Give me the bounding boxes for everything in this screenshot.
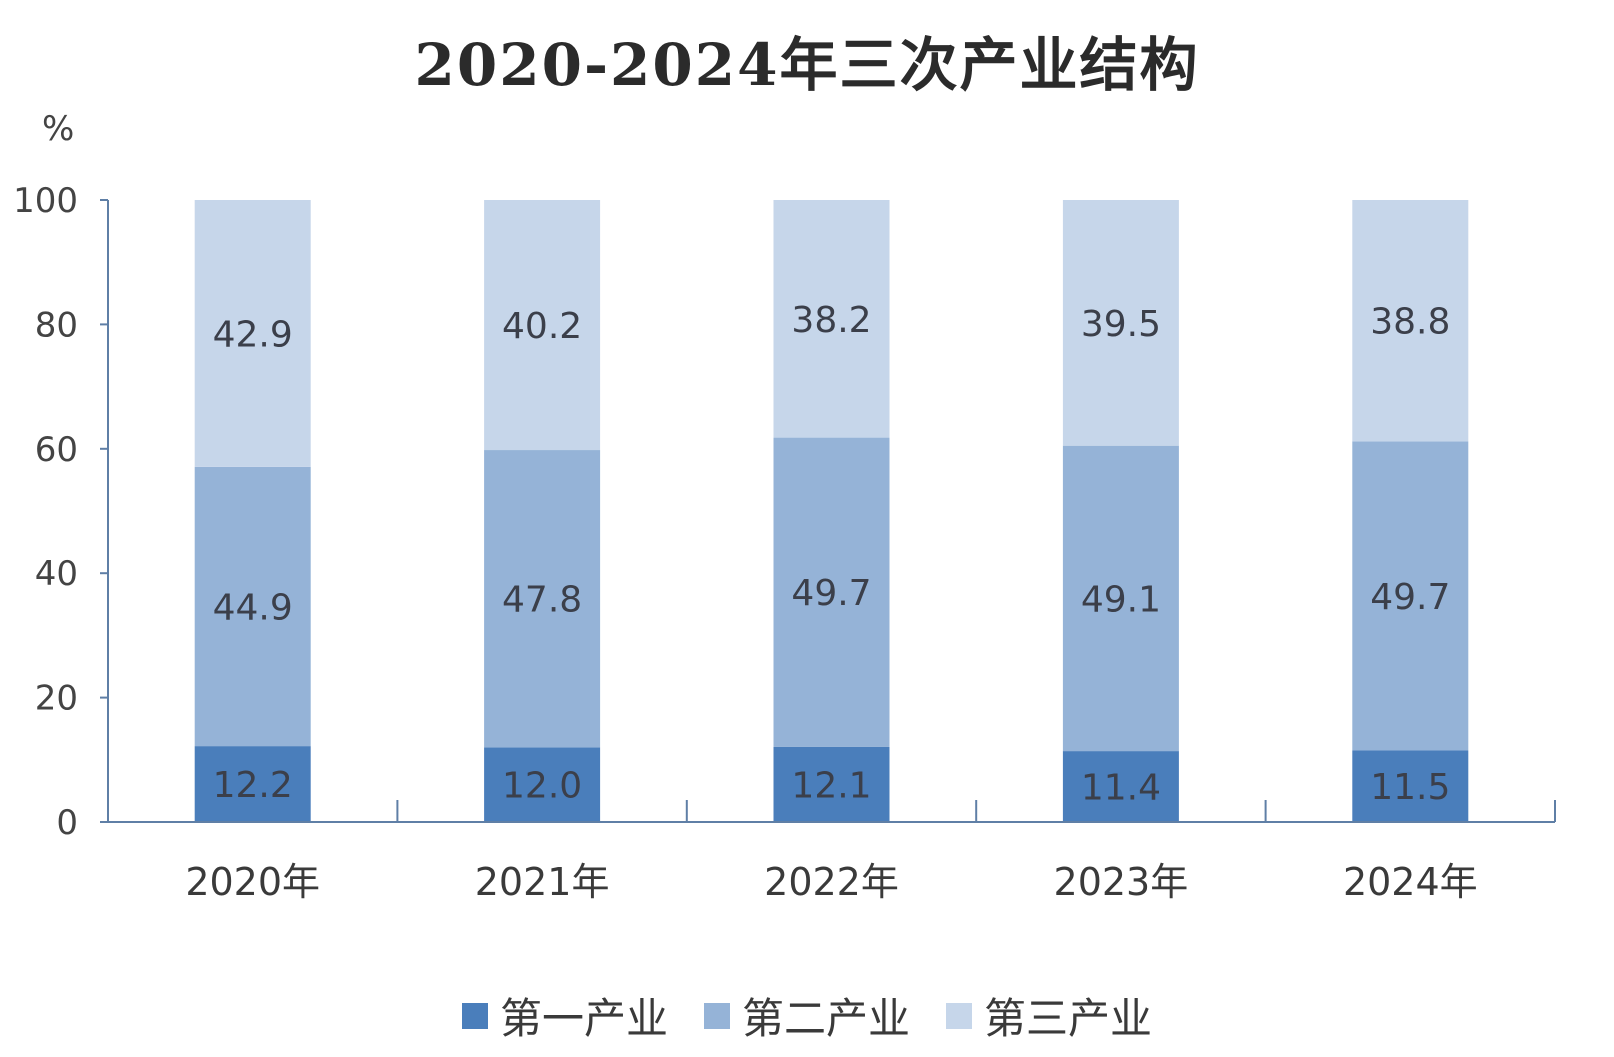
data-label: 11.5 [1370,767,1450,808]
y-tick-label: 0 [56,803,78,843]
chart-title: 2020-2024年三次产业结构 [414,31,1200,99]
data-label: 47.8 [502,580,582,621]
data-label: 12.1 [791,765,871,806]
x-category-label: 2020年 [185,860,320,904]
bar-segment [194,746,311,822]
bar-segment [773,200,890,438]
data-label: 40.2 [502,306,582,347]
bar-segment [1062,751,1179,822]
data-label: 42.9 [213,314,293,355]
bar-segment [1352,441,1469,751]
y-tick-label: 100 [13,181,78,221]
bar-segment [194,466,311,747]
data-label: 49.7 [1370,577,1450,618]
legend-label: 第三产业 [984,994,1153,1043]
y-tick-label: 80 [35,305,78,345]
x-category-label: 2024年 [1343,860,1478,904]
bar-segment [773,437,890,747]
legend-item: 第一产业 [461,985,668,1046]
legend-item: 第三产业 [946,985,1152,1046]
data-label: 44.9 [213,587,293,628]
legend-label: 第一产业 [499,994,668,1043]
data-label: 12.2 [213,765,293,806]
x-category-label: 2021年 [475,860,610,904]
legend-item: 第二产业 [703,985,910,1046]
bar-segment [1352,200,1469,442]
x-category-label: 2022年 [764,860,899,904]
legend-swatch [461,1002,488,1029]
data-label: 11.4 [1081,768,1161,809]
legend-swatch [703,1002,730,1029]
legend-label: 第二产业 [741,994,910,1043]
bar-segment [484,200,601,451]
bar-segment [1062,200,1179,446]
y-tick-label: 40 [35,554,78,594]
x-category-label: 2023年 [1054,860,1189,904]
y-tick-label: 60 [35,430,78,470]
data-label: 38.8 [1370,302,1450,343]
data-label: 39.5 [1081,304,1161,345]
data-label: 49.7 [791,573,871,614]
bar-segment [484,747,601,822]
bar-segment [1062,445,1179,752]
legend: 第一产业 第二产业 第三产业 [0,985,1614,1046]
data-label: 12.0 [502,766,582,807]
bar-segment [1352,750,1469,822]
data-label: 49.1 [1081,579,1161,620]
legend-swatch [946,1002,972,1029]
y-tick-label: 20 [35,679,78,719]
y-axis-unit-label: % [42,109,74,149]
bar-segment [484,450,601,748]
bar-segment [194,200,311,467]
bar-segment [773,746,890,822]
data-label: 38.2 [791,300,871,341]
